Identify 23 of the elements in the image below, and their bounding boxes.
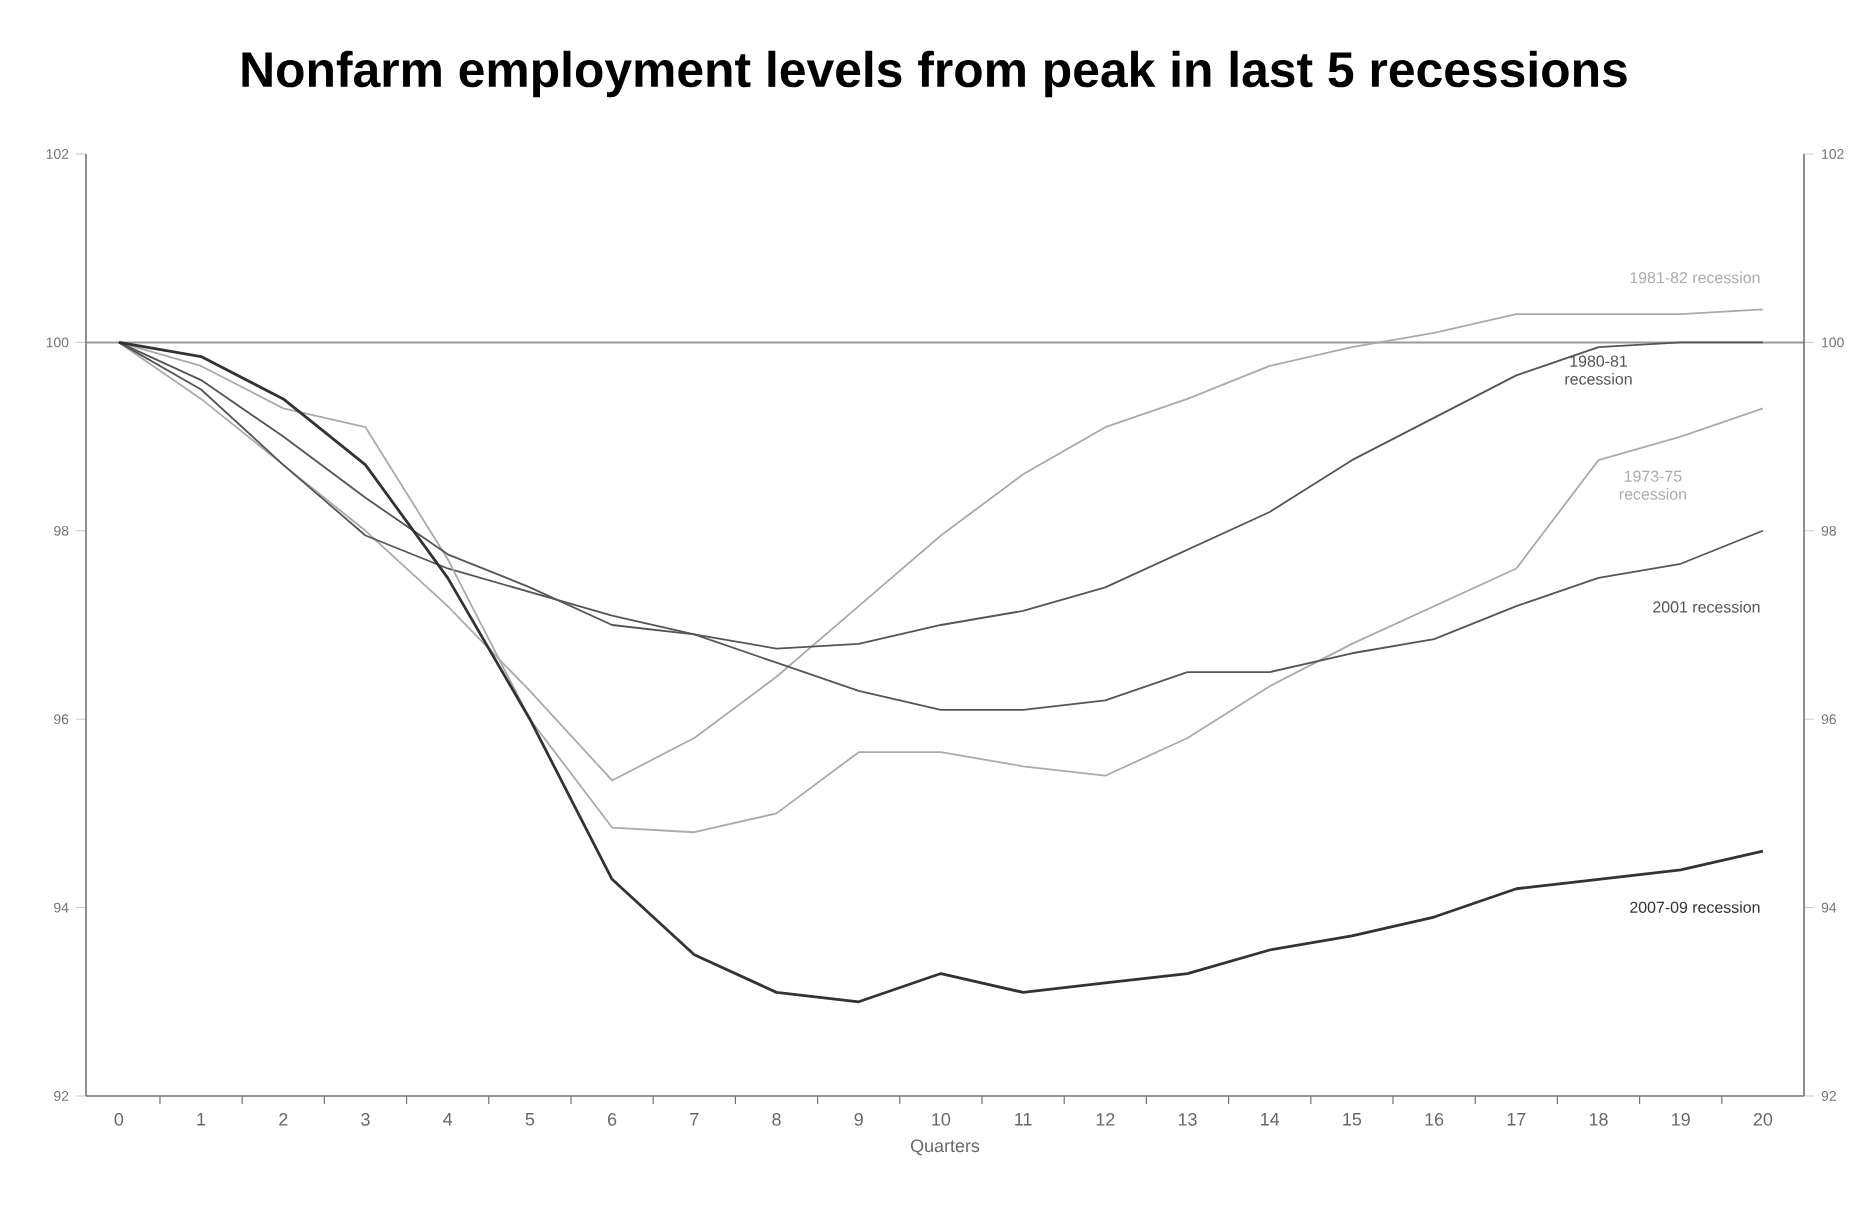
x-tick-label: 17 <box>1507 1113 1526 1126</box>
x-tick-label: 12 <box>1096 1113 1115 1126</box>
x-tick-label: 7 <box>690 1113 699 1126</box>
x-tick-label: 0 <box>114 1113 124 1126</box>
x-tick-label: 13 <box>1178 1113 1197 1126</box>
x-tick-label: 14 <box>1261 1113 1280 1126</box>
x-tick-label: 4 <box>443 1113 453 1126</box>
x-tick-label: 15 <box>1343 1113 1362 1126</box>
x-tick-label: 9 <box>854 1113 863 1126</box>
x-tick-label: 1 <box>197 1113 206 1126</box>
x-tick-label: 5 <box>525 1113 535 1126</box>
x-tick-label: 2 <box>279 1113 288 1126</box>
chart-title: Nonfarm employment levels from peak in last 5 recessions <box>242 50 1627 98</box>
x-tick-label: 6 <box>608 1113 617 1126</box>
x-tick-label: 18 <box>1589 1113 1608 1126</box>
x-tick-label: 16 <box>1425 1113 1444 1126</box>
x-tick-label: 19 <box>1672 1113 1690 1126</box>
x-tick-label: 11 <box>1015 1113 1032 1126</box>
x-axis-title: Quarters <box>910 1139 980 1156</box>
x-tick-label: 10 <box>932 1113 951 1126</box>
x-tick-label: 8 <box>772 1113 781 1126</box>
x-tick-label: 20 <box>1753 1113 1773 1126</box>
x-tick-label: 3 <box>361 1113 370 1126</box>
